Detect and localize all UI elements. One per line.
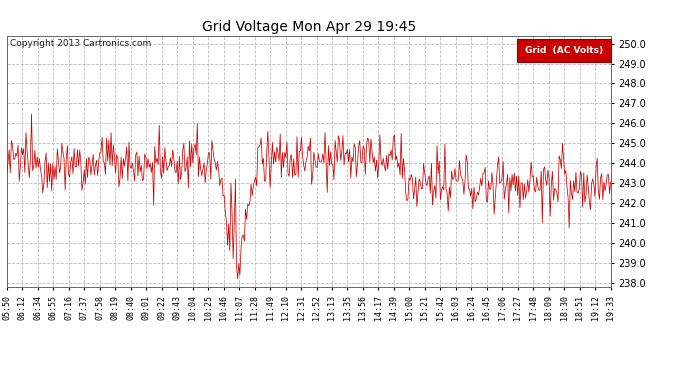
Title: Grid Voltage Mon Apr 29 19:45: Grid Voltage Mon Apr 29 19:45 <box>201 21 416 34</box>
Text: Copyright 2013 Cartronics.com: Copyright 2013 Cartronics.com <box>10 39 151 48</box>
Text: Grid  (AC Volts): Grid (AC Volts) <box>525 46 603 55</box>
Bar <box>517 39 611 62</box>
